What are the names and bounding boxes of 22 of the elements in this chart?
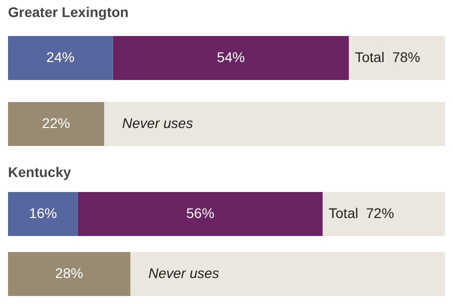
annotation: Never uses [122, 114, 193, 131]
bar [104, 102, 445, 146]
bar [112, 36, 349, 80]
bar [8, 102, 104, 146]
annotation: Total 78% [354, 48, 420, 65]
bar [78, 192, 323, 236]
data-label: 16% [28, 204, 57, 221]
bar [8, 36, 113, 80]
data-label: 22% [42, 114, 70, 131]
chart-title: Greater Lexington [8, 4, 129, 20]
data-label: 54% [216, 48, 245, 65]
data-label: 56% [186, 204, 214, 221]
annotation: Never uses [148, 264, 220, 281]
annotation: Total 72% [328, 204, 394, 221]
data-label: 24% [46, 48, 74, 65]
bar [348, 36, 445, 80]
bar [8, 192, 78, 236]
bar [8, 252, 130, 296]
chart-title: Kentucky [8, 164, 72, 180]
bar [322, 192, 445, 236]
data-label: 28% [55, 264, 84, 281]
bar [130, 252, 445, 296]
